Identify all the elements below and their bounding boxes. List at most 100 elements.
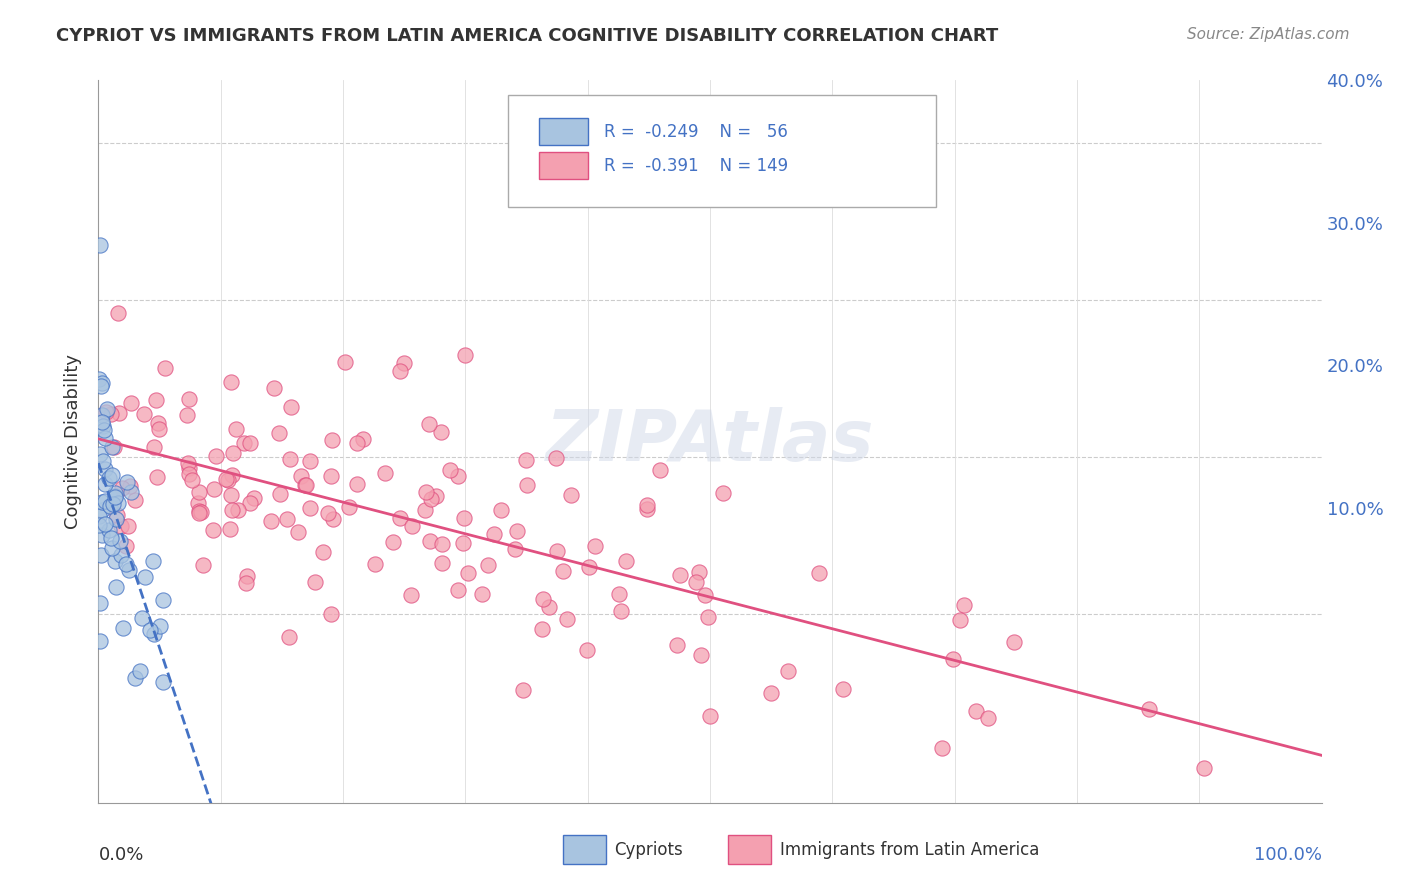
Point (118, 563, 141, 577)
Point (415, 485, 437, 500)
Point (432, 556, 454, 570)
Point (477, 558, 499, 572)
Point (104, 489, 127, 503)
Text: Source: ZipAtlas.com: Source: ZipAtlas.com (1187, 27, 1350, 42)
Point (104, 485, 127, 500)
Point (103, 440, 125, 454)
Point (149, 619, 172, 633)
Point (91, 454, 114, 468)
Point (101, 440, 124, 454)
Point (287, 524, 309, 539)
Point (690, 648, 713, 663)
Point (177, 467, 200, 482)
Point (636, 502, 658, 516)
Point (614, 554, 637, 568)
Point (131, 610, 153, 624)
Text: 0.0%: 0.0% (98, 847, 143, 864)
Point (104, 512, 127, 526)
Point (280, 401, 302, 415)
Point (152, 674, 174, 689)
Point (537, 600, 560, 615)
Point (89, 447, 111, 461)
Point (187, 496, 209, 510)
Point (778, 664, 800, 678)
Point (299, 454, 322, 468)
Point (239, 436, 262, 450)
Point (239, 496, 262, 510)
Point (471, 587, 494, 601)
Point (688, 566, 710, 580)
Point (221, 467, 243, 482)
Point (447, 582, 470, 597)
Point (295, 477, 318, 491)
Point (139, 623, 162, 637)
Point (153, 360, 176, 375)
FancyBboxPatch shape (538, 152, 588, 179)
Point (1137, 701, 1160, 715)
Point (333, 354, 356, 368)
Point (111, 481, 134, 495)
Point (219, 488, 242, 502)
Point (551, 564, 574, 578)
Point (941, 652, 963, 666)
Point (610, 604, 633, 618)
Point (107, 496, 129, 510)
Point (506, 524, 529, 538)
Point (124, 493, 146, 508)
Point (108, 534, 131, 549)
Text: ZIPAtlas: ZIPAtlas (546, 407, 875, 476)
Point (243, 491, 266, 506)
Point (531, 591, 554, 606)
Point (575, 642, 598, 657)
Point (93, 493, 115, 508)
Point (666, 638, 689, 652)
Point (87, 509, 110, 524)
Point (352, 432, 374, 446)
Point (152, 592, 174, 607)
Point (418, 417, 440, 432)
Point (484, 527, 506, 541)
Point (447, 469, 470, 483)
Point (91, 415, 114, 429)
Point (218, 522, 240, 536)
Point (1002, 635, 1025, 649)
Point (188, 506, 211, 520)
Point (181, 473, 204, 487)
Point (269, 487, 291, 501)
Point (392, 356, 416, 370)
Point (439, 463, 461, 477)
Point (89, 371, 111, 385)
Point (91, 495, 114, 509)
Point (87, 518, 110, 533)
Point (94, 477, 117, 491)
Point (190, 505, 212, 519)
Point (179, 461, 201, 475)
Point (114, 557, 136, 571)
Text: Cypriots: Cypriots (614, 841, 683, 859)
Point (128, 664, 150, 678)
Point (401, 519, 423, 533)
Point (101, 468, 124, 483)
Point (544, 450, 567, 465)
Point (104, 580, 127, 594)
Point (374, 466, 396, 480)
Point (90, 376, 112, 391)
Point (225, 422, 247, 436)
FancyBboxPatch shape (728, 835, 772, 864)
Point (107, 306, 129, 320)
Point (457, 566, 479, 580)
Point (100, 541, 122, 555)
Point (319, 468, 342, 483)
Point (89, 633, 111, 648)
Point (578, 559, 600, 574)
Point (111, 621, 134, 635)
Point (346, 476, 368, 491)
Point (90, 548, 112, 562)
Point (413, 503, 436, 517)
Text: R =  -0.249    N =   56: R = -0.249 N = 56 (603, 122, 787, 141)
Point (512, 683, 534, 698)
FancyBboxPatch shape (564, 835, 606, 864)
Point (696, 610, 718, 624)
Point (516, 478, 538, 492)
Point (110, 548, 132, 562)
